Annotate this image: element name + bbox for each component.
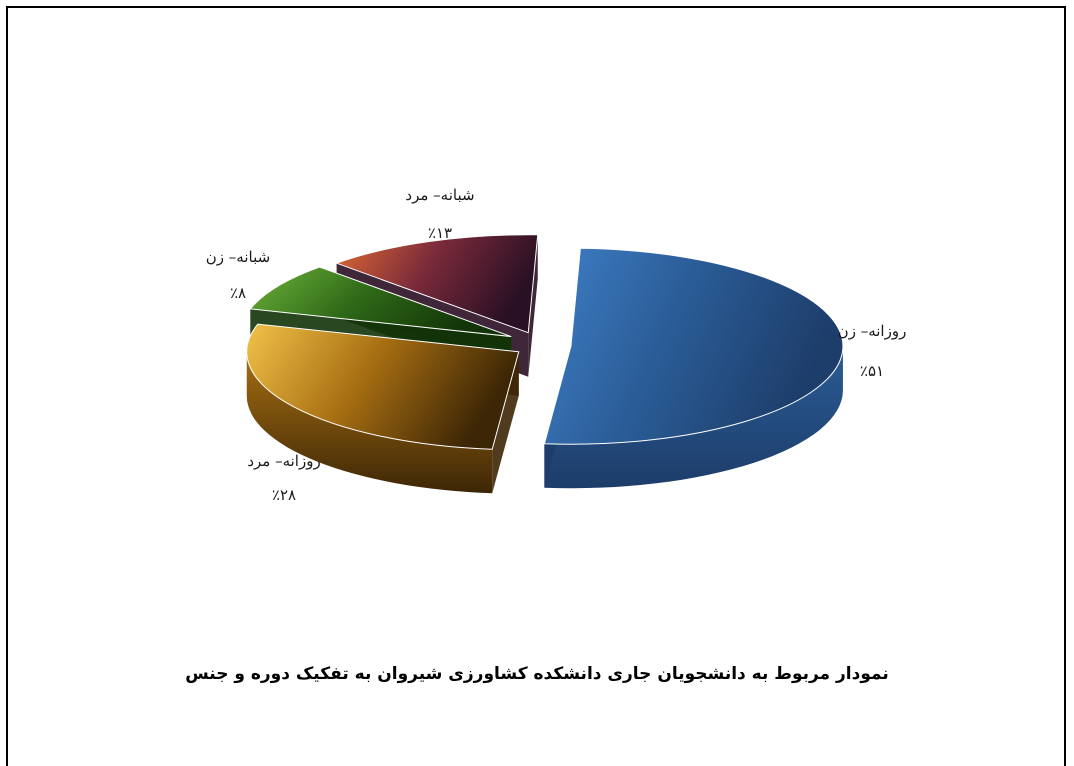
slide-frame bbox=[6, 6, 1066, 766]
pie-slices bbox=[246, 234, 844, 494]
slice-label-rooz-zan: روزانه– زن bbox=[838, 322, 907, 340]
slice-side-wall bbox=[246, 351, 493, 494]
pie-slice bbox=[246, 323, 520, 494]
slice-top-face bbox=[246, 323, 520, 450]
pie-chart: روزانه– زن ٪۵۱ روزانه– مرد ٪۲۸ شبانه– زن… bbox=[206, 186, 907, 504]
slice-value-shab-mard: ٪۱۳ bbox=[428, 224, 452, 242]
pie-labels: روزانه– زن ٪۵۱ روزانه– مرد ٪۲۸ شبانه– زن… bbox=[206, 186, 907, 504]
pie-slice bbox=[543, 247, 844, 489]
slice-label-shab-mard: شبانه– مرد bbox=[405, 186, 474, 204]
slice-value-shab-zan: ٪۸ bbox=[230, 284, 246, 302]
slice-side-wall bbox=[544, 346, 843, 489]
slice-label-rooz-mard: روزانه– مرد bbox=[247, 452, 320, 470]
slice-value-rooz-zan: ٪۵۱ bbox=[860, 362, 884, 380]
slice-cut-face bbox=[528, 234, 538, 377]
slice-label-shab-zan: شبانه– زن bbox=[206, 248, 270, 266]
slice-top-face bbox=[335, 234, 539, 334]
slice-top-face bbox=[249, 266, 512, 338]
slice-top-face bbox=[543, 247, 844, 445]
chart-caption: نمودار مربوط به دانشجویان جاری دانشکده ک… bbox=[185, 664, 889, 684]
slice-value-rooz-mard: ٪۲۸ bbox=[272, 486, 296, 504]
